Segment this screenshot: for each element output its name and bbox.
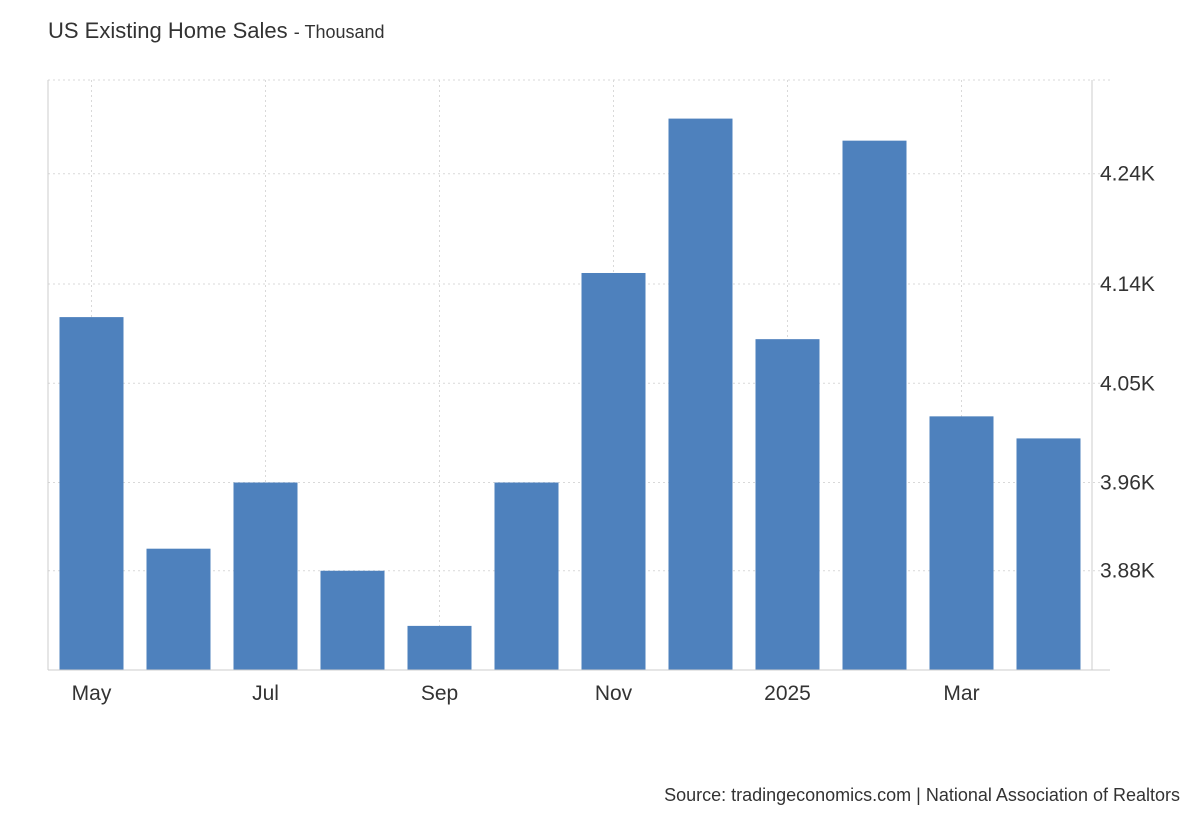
bar-feb[interactable] [842, 140, 907, 671]
bar-dec[interactable] [668, 118, 733, 670]
bar-chart: 3.88K 3.96K 4.05K 4.14K 4.24K May Jul Sep Nov 20… [47, 79, 1155, 705]
bar-apr[interactable] [1016, 438, 1081, 670]
bar-sep[interactable] [407, 625, 472, 670]
y-tick-label: 4.24K [1100, 163, 1155, 186]
x-tick-label: Nov [595, 682, 633, 705]
bar-mar[interactable] [929, 416, 994, 670]
x-tick-label: 2025 [764, 682, 811, 705]
bar-jul[interactable] [233, 482, 298, 670]
bar-2025[interactable] [755, 339, 820, 670]
bar-aug[interactable] [320, 570, 385, 670]
y-tick-labels: 3.88K 3.96K 4.05K 4.14K 4.24K [1100, 163, 1155, 583]
y-tick-label: 4.14K [1100, 273, 1155, 296]
bar-oct[interactable] [494, 482, 559, 670]
source-note: Source: tradingeconomics.com | National … [664, 785, 1180, 805]
x-tick-label: May [72, 682, 112, 705]
bars [59, 118, 1081, 671]
bar-jun[interactable] [146, 548, 211, 670]
axes [47, 80, 1110, 671]
bar-may[interactable] [59, 317, 124, 670]
chart-title-block: US Existing Home Sales - Thousand [48, 18, 385, 44]
chart-title: US Existing Home Sales [48, 18, 288, 43]
chart-subtitle: - Thousand [293, 22, 385, 42]
y-tick-label: 3.88K [1100, 560, 1155, 583]
x-tick-labels: May Jul Sep Nov 2025 Mar [72, 682, 980, 705]
x-tick-label: Jul [252, 682, 279, 705]
y-tick-label: 3.96K [1100, 472, 1155, 495]
x-tick-label: Mar [943, 682, 979, 705]
x-tick-label: Sep [421, 682, 458, 705]
bar-nov[interactable] [581, 272, 646, 670]
y-tick-label: 4.05K [1100, 372, 1155, 395]
